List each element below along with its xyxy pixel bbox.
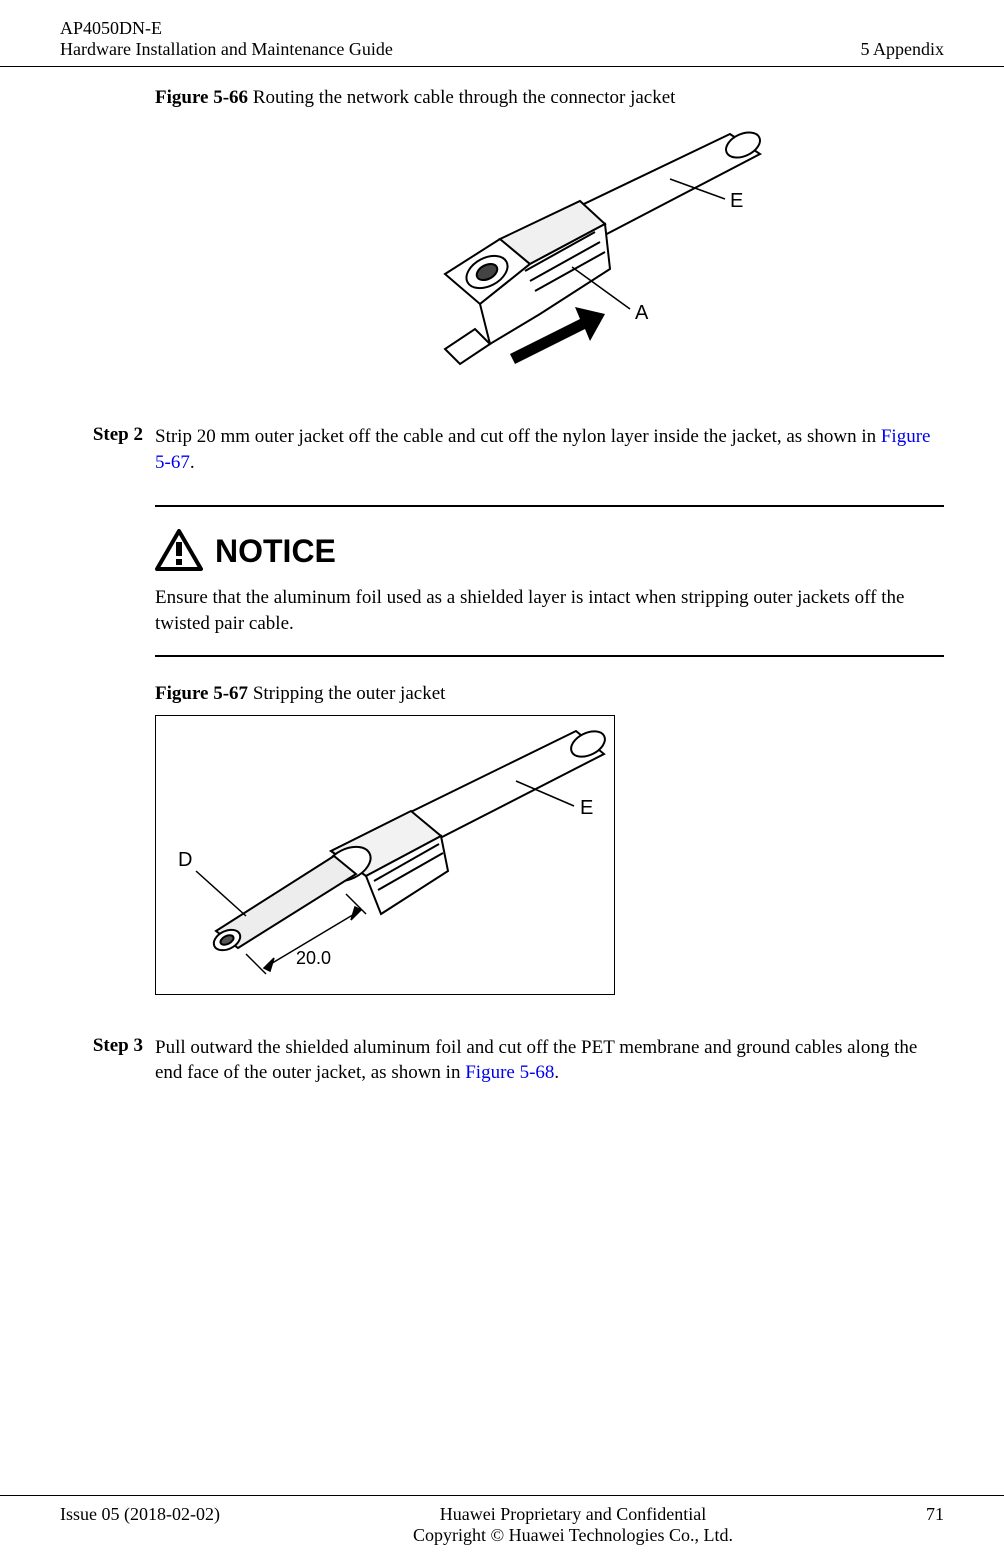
footer-page: 71 xyxy=(926,1504,944,1525)
footer-center: Huawei Proprietary and Confidential Copy… xyxy=(413,1504,733,1546)
notice-title: NOTICE xyxy=(215,533,336,570)
figure-566-diagram: E A xyxy=(330,119,770,384)
notice-block: NOTICE Ensure that the aluminum foil use… xyxy=(155,505,944,656)
step-2-text-before: Strip 20 mm outer jacket off the cable a… xyxy=(155,426,881,447)
page-footer: Issue 05 (2018-02-02) Huawei Proprietary… xyxy=(0,1495,1004,1546)
header-left: AP4050DN-E Hardware Installation and Mai… xyxy=(60,18,393,60)
page-header: AP4050DN-E Hardware Installation and Mai… xyxy=(0,0,1004,67)
step-2-text: Strip 20 mm outer jacket off the cable a… xyxy=(155,424,944,475)
notice-bar-top xyxy=(155,505,944,507)
figure-568-link[interactable]: Figure 5-68 xyxy=(465,1062,554,1083)
header-section: 5 Appendix xyxy=(861,39,945,60)
product-name: AP4050DN-E xyxy=(60,18,393,39)
step-2-text-after: . xyxy=(190,452,195,473)
figure-567-label-e: E xyxy=(580,797,593,819)
figure-567-caption-text: Stripping the outer jacket xyxy=(253,683,446,704)
step-3-text-after: . xyxy=(554,1062,559,1083)
figure-566-caption: Figure 5-66 Routing the network cable th… xyxy=(155,87,944,109)
footer-line2: Copyright © Huawei Technologies Co., Ltd… xyxy=(413,1525,733,1546)
step-2-label: Step 2 xyxy=(80,424,155,475)
step-2: Step 2 Strip 20 mm outer jacket off the … xyxy=(80,424,944,475)
figure-566-label-a: A xyxy=(635,302,649,324)
footer-line1: Huawei Proprietary and Confidential xyxy=(413,1504,733,1525)
figure-567-label: Figure 5-67 xyxy=(155,683,248,704)
figure-566-caption-text: Routing the network cable through the co… xyxy=(253,87,676,108)
footer-issue: Issue 05 (2018-02-02) xyxy=(60,1504,220,1525)
notice-header: NOTICE xyxy=(155,529,944,573)
figure-567-caption: Figure 5-67 Stripping the outer jacket xyxy=(155,683,944,705)
step-3-label: Step 3 xyxy=(80,1035,155,1086)
step-3-text: Pull outward the shielded aluminum foil … xyxy=(155,1035,944,1086)
step-3: Step 3 Pull outward the shielded aluminu… xyxy=(80,1035,944,1086)
figure-567-diagram: 20.0 D E xyxy=(155,715,615,995)
figure-567-label-d: D xyxy=(178,849,192,871)
figure-566-label-e: E xyxy=(730,190,743,212)
notice-text: Ensure that the aluminum foil used as a … xyxy=(155,585,944,636)
page-content: Figure 5-66 Routing the network cable th… xyxy=(0,67,1004,1086)
figure-567-dimension: 20.0 xyxy=(296,948,331,968)
warning-icon xyxy=(155,529,203,573)
doc-title: Hardware Installation and Maintenance Gu… xyxy=(60,39,393,60)
figure-566-label: Figure 5-66 xyxy=(155,87,248,108)
notice-bar-bottom xyxy=(155,655,944,657)
